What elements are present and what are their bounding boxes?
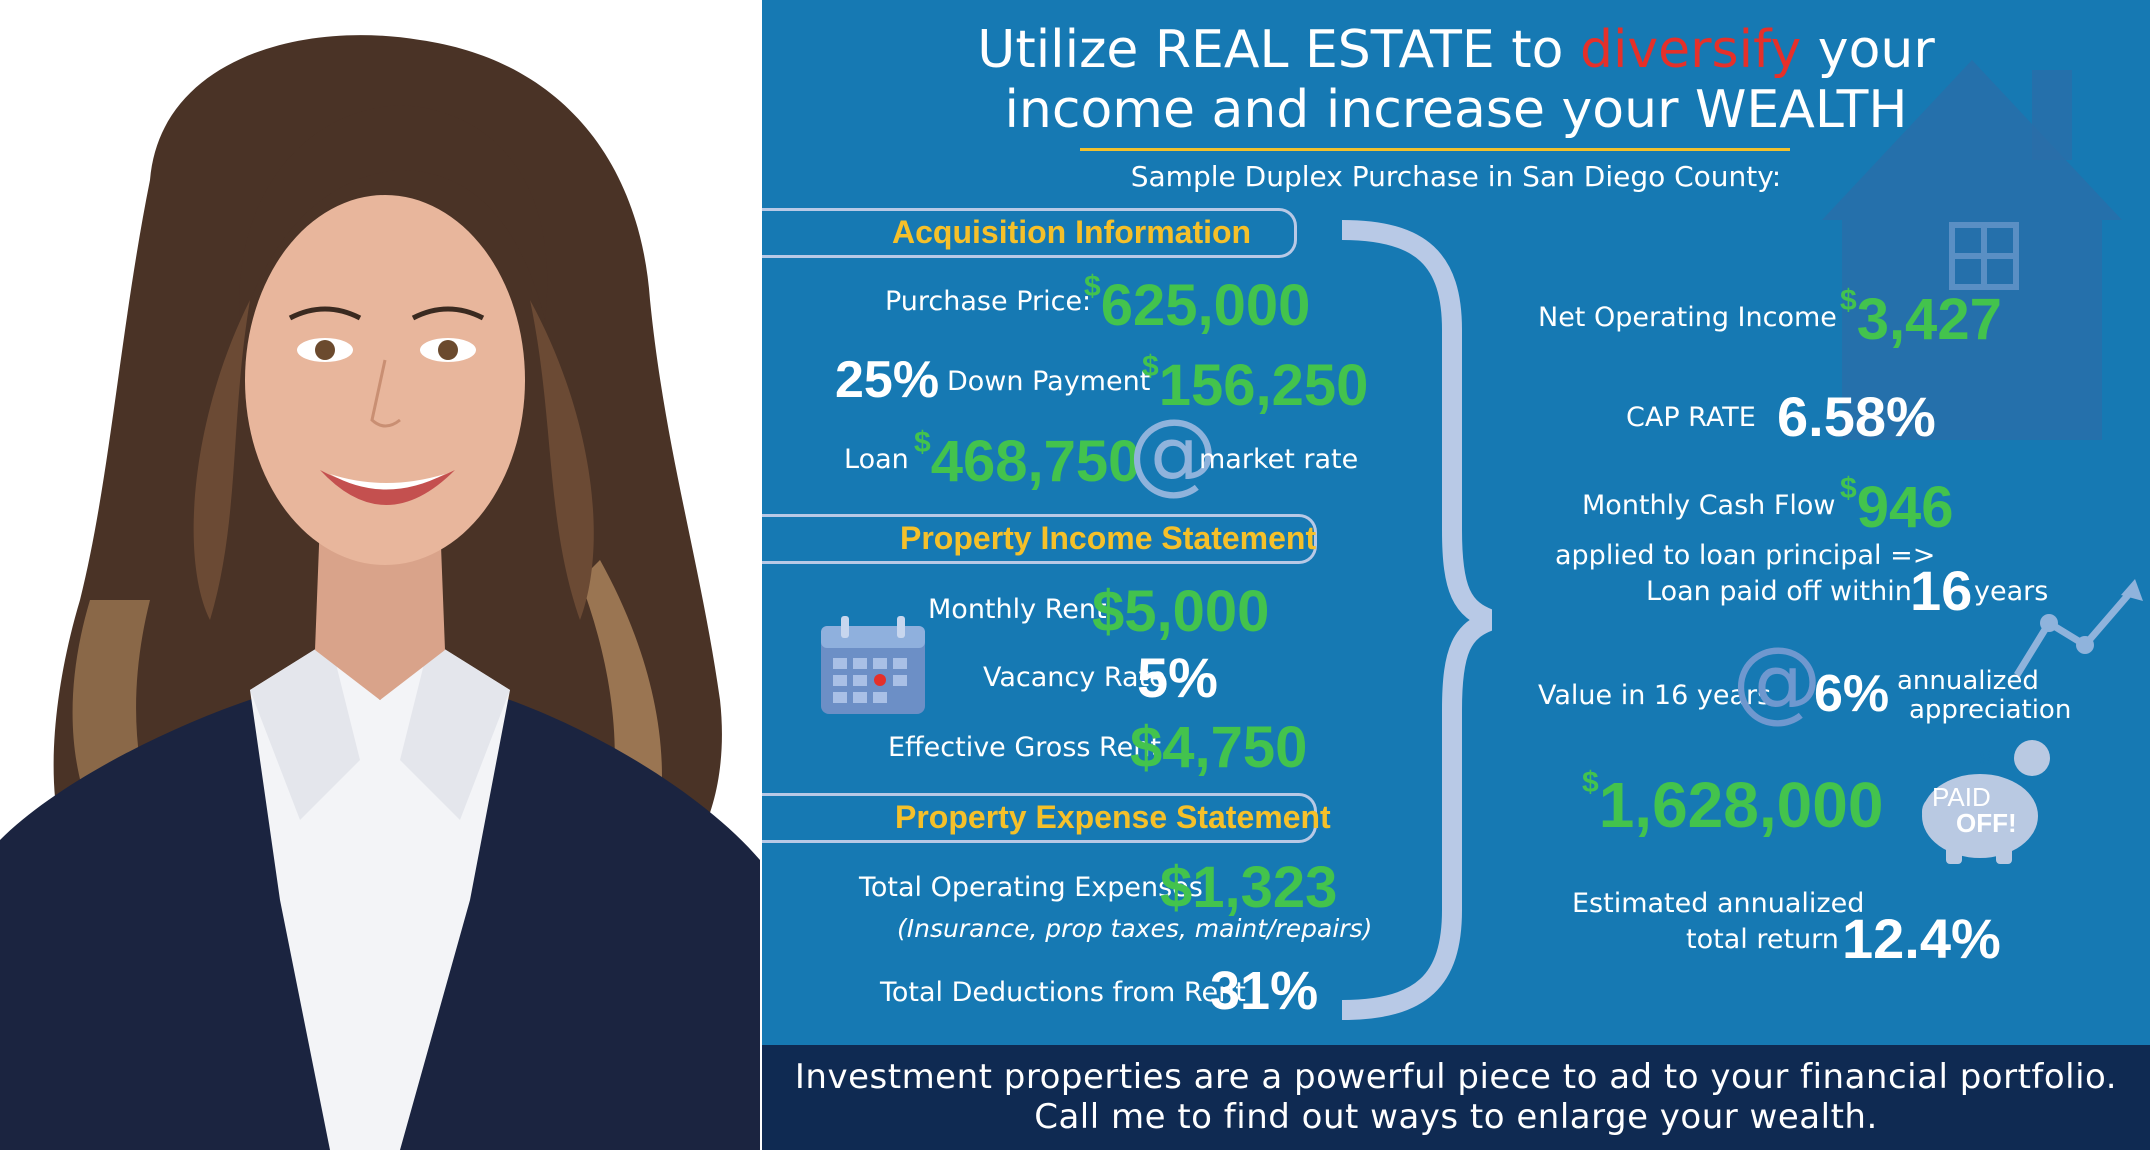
headline-line-1: Utilize REAL ESTATE to diversify your — [977, 20, 1935, 80]
future-value: $1,628,000 — [1582, 766, 1884, 841]
total-operating-expenses-label: Total Operating Expenses — [859, 872, 1203, 903]
appreciation-line-1: annualized — [1897, 666, 2039, 696]
agent-portrait — [0, 0, 760, 1150]
market-rate-label: market rate — [1199, 444, 1359, 475]
loan-value: $468,750 — [914, 426, 1141, 494]
total-operating-expenses-value: $1,323 — [1160, 855, 1338, 920]
down-payment-percent: 25% — [835, 351, 940, 409]
operating-expenses-note: (Insurance, prop taxes, maint/repairs) — [897, 914, 1373, 943]
headline-rule — [1080, 148, 1790, 151]
total-return-label-line-1: Estimated annualized — [1572, 888, 1865, 919]
expense-tab — [762, 793, 1317, 843]
footer-line-1: Investment properties are a powerful pie… — [794, 1057, 2118, 1097]
down-payment-value: $156,250 — [1142, 350, 1369, 418]
vacancy-rate-value: 5% — [1137, 646, 1218, 709]
cash-flow-label: Monthly Cash Flow — [1582, 490, 1836, 521]
acquisition-tab — [762, 208, 1297, 258]
total-return-label-line-2: total return — [1686, 924, 1839, 955]
footer-banner: Investment properties are a powerful pie… — [762, 1045, 2150, 1150]
total-deductions-value: 31% — [1210, 961, 1319, 1021]
payoff-years-unit: years — [1974, 576, 2049, 607]
loan-label: Loan — [844, 444, 909, 475]
piggy-bank-icon — [1922, 740, 2050, 864]
purchase-price-label: Purchase Price: — [885, 286, 1092, 317]
monthly-rent-value: $5,000 — [1092, 579, 1270, 644]
headline-line-2: income and increase your WEALTH — [1004, 80, 1908, 140]
coin-dollar-icon: $ — [1979, 746, 1993, 771]
income-tab — [762, 514, 1317, 564]
noi-label: Net Operating Income — [1538, 302, 1837, 333]
headline-accent: diversify — [1579, 20, 1802, 80]
income-heading: Property Income Statement — [900, 520, 1317, 556]
cash-flow-value: $946 — [1840, 472, 1954, 540]
expense-heading: Property Expense Statement — [895, 799, 1331, 835]
investment-infographic: Utilize REAL ESTATE to diversify your in… — [762, 0, 2150, 1045]
effective-gross-rent-value: $4,750 — [1130, 715, 1308, 780]
noi-value: $3,427 — [1840, 284, 2002, 352]
payoff-years: 16 — [1910, 559, 1973, 622]
vacancy-rate-label: Vacancy Rate — [983, 662, 1166, 693]
subtitle: Sample Duplex Purchase in San Diego Coun… — [1130, 160, 1782, 193]
at-symbol-2: @ — [1732, 628, 1822, 733]
down-payment-label: Down Payment — [947, 366, 1151, 397]
paid-off-line-1: PAID — [1932, 782, 1991, 812]
applied-principal-label: applied to loan principal => — [1555, 540, 1936, 571]
future-value-label: Value in 16 years — [1538, 680, 1772, 711]
payoff-label: Loan paid off within — [1646, 576, 1912, 607]
monthly-rent-label: Monthly Rent — [928, 594, 1107, 625]
effective-gross-rent-label: Effective Gross Rent — [888, 732, 1161, 763]
at-symbol: @ — [1128, 400, 1218, 505]
appreciation-line-2: appreciation — [1909, 695, 2072, 725]
footer-line-2: Call me to find out ways to enlarge your… — [1034, 1097, 1878, 1137]
calendar-icon — [821, 616, 925, 714]
cap-rate-label: CAP RATE — [1626, 402, 1756, 433]
house-icon — [1822, 60, 2122, 440]
brace-divider — [1342, 220, 1492, 1020]
paid-off-line-2: OFF! — [1956, 808, 2017, 838]
total-return-value: 12.4% — [1842, 907, 2001, 970]
total-deductions-label: Total Deductions from Rent — [880, 977, 1246, 1008]
purchase-price-value: $625,000 — [1084, 270, 1311, 338]
growth-chart-icon — [2014, 579, 2143, 677]
appreciation-rate: 6% — [1814, 665, 1890, 723]
acquisition-heading: Acquisition Information — [892, 214, 1252, 250]
cap-rate-value: 6.58% — [1777, 385, 1936, 448]
